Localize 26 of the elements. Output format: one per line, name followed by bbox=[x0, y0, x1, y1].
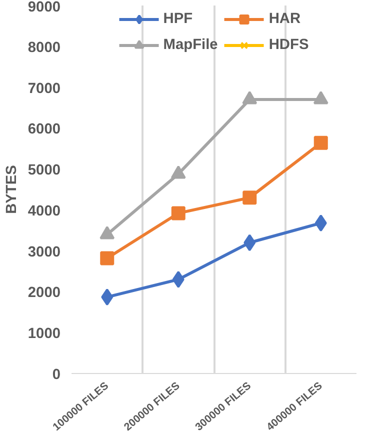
point bbox=[314, 214, 327, 232]
point bbox=[314, 136, 328, 150]
point bbox=[242, 190, 257, 205]
y-tick-label: 0 bbox=[52, 367, 61, 383]
legend-label: MapFile bbox=[163, 37, 218, 53]
y-axis-title: BYTES bbox=[4, 164, 20, 214]
y-tick-label: 4000 bbox=[28, 203, 61, 220]
legend-label: HAR bbox=[268, 11, 301, 27]
y-tick-label: 9000 bbox=[28, 0, 61, 16]
y-tick-label: 7000 bbox=[28, 80, 61, 97]
point bbox=[100, 251, 114, 266]
point bbox=[172, 270, 184, 288]
point bbox=[313, 91, 328, 104]
legend-label: HDFS bbox=[268, 37, 309, 53]
y-tick-label: 5000 bbox=[28, 162, 61, 179]
point bbox=[244, 234, 256, 252]
point bbox=[242, 91, 258, 104]
y-tick-label: 2000 bbox=[28, 285, 61, 302]
point bbox=[170, 165, 186, 179]
y-tick-label: 1000 bbox=[28, 326, 61, 342]
legend-label: HPF bbox=[163, 11, 193, 27]
y-tick-label: 3000 bbox=[28, 244, 61, 260]
point bbox=[101, 288, 114, 306]
point bbox=[171, 206, 186, 220]
y-tick-label: 6000 bbox=[28, 122, 61, 138]
y-tick-label: 8000 bbox=[28, 40, 61, 56]
